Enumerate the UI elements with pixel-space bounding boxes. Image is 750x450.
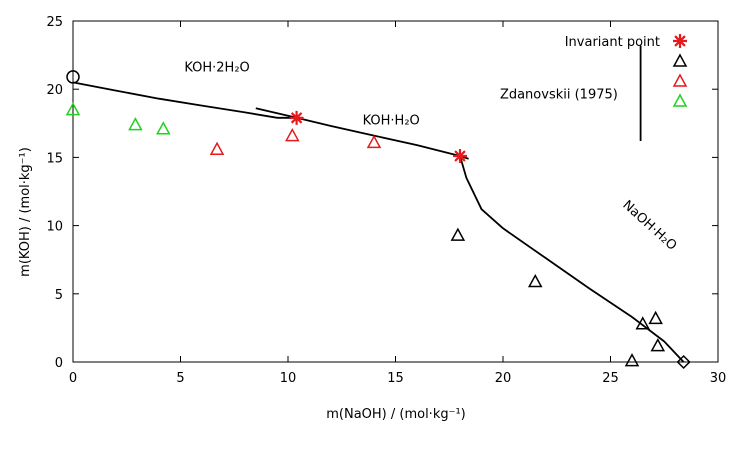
asterisk-point [673,34,687,48]
triangle-point [672,53,688,67]
triangle-point [635,316,651,330]
y-tick-label: 10 [46,220,63,235]
x-tick-label: 10 [280,371,297,386]
triangle-point [450,227,466,241]
y-tick-label: 15 [46,151,63,166]
curve [459,155,685,363]
triangle-point [672,93,688,107]
x-tick-label: 0 [69,371,77,386]
asterisk-point [453,149,467,164]
annotation-label: Zdanovskii (1975) [500,88,618,103]
data-points [65,70,691,370]
y-axis-ticks: 0 5 10 15 20 25 [46,15,718,371]
annotation-label: KOH·2H₂O [184,60,249,75]
y-tick-label: 25 [46,15,63,30]
triangle-point [128,117,143,131]
annotations: KOH·2H₂O KOH·H₂O Zdanovskii (1975) NaOH·H₂O [184,60,679,253]
curve [72,81,297,119]
x-tick-label: 5 [176,371,184,386]
triangle-point [624,353,640,367]
triangle-point [527,273,543,288]
x-tick-label: 15 [387,371,404,386]
circle-point [66,70,80,84]
triangle-point [156,121,171,135]
legend: Invariant point [565,34,688,107]
triangle-point [366,134,382,149]
x-tick-label: 20 [495,371,512,386]
triangle-point [65,102,81,116]
annotation-label: NaOH·H₂O [619,198,679,254]
y-tick-label: 5 [55,288,63,303]
y-tick-label: 0 [55,356,63,371]
legend-label: Invariant point [565,35,660,50]
x-tick-label: 30 [710,371,727,386]
x-axis-ticks: 0 5 10 15 20 25 30 [69,21,726,386]
triangle-point [209,141,225,155]
annotation-label: KOH·H₂O [363,114,420,129]
y-tick-label: 20 [46,83,63,98]
y-axis-title: m(KOH) / (mol·kg⁻¹) [18,147,33,277]
diamond-point [676,354,691,370]
x-tick-label: 25 [602,371,619,386]
x-axis-title: m(NaOH) / (mol·kg⁻¹) [326,407,466,422]
triangle-point [648,310,663,325]
triangle-point [672,73,688,87]
triangle-point [650,338,666,352]
triangle-point [285,128,300,142]
asterisk-point [289,110,304,125]
